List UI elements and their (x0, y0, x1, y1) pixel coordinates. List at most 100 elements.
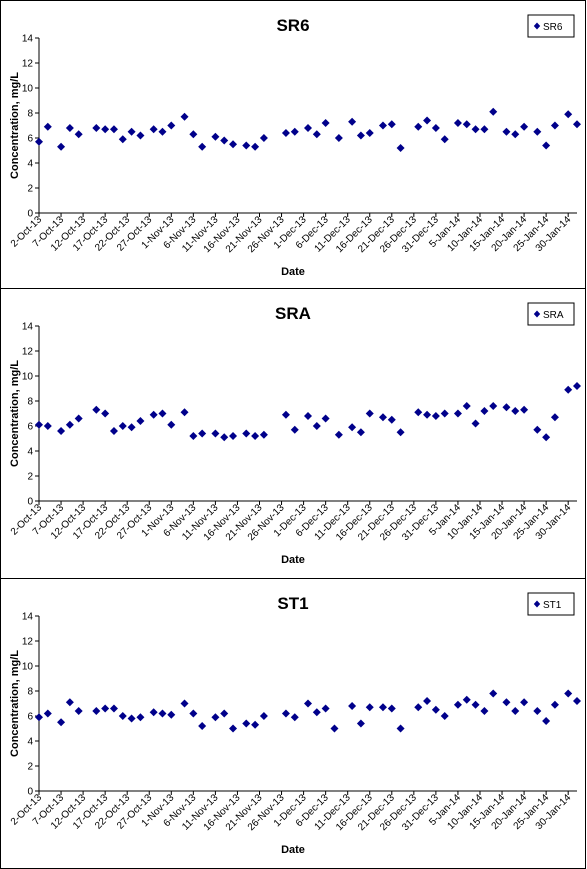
data-point (542, 717, 551, 725)
y-axis-title: Concentration, mg/L (9, 360, 21, 467)
data-point (158, 409, 167, 418)
data-point (356, 428, 365, 437)
data-point (334, 430, 343, 439)
data-point (533, 127, 542, 136)
data-point (189, 709, 198, 718)
data-point (348, 423, 357, 432)
data-point (158, 709, 167, 718)
y-tick-label: 4 (27, 447, 33, 458)
legend-box (527, 14, 575, 38)
data-point (348, 702, 357, 710)
data-point (180, 408, 189, 417)
y-tick-label: 4 (27, 737, 33, 748)
data-point (281, 410, 290, 419)
chart-panel-sra: SRA SRA 0 2 4 6 8 10 12 14 2-Oct-13 7-Oct-13 12-Oct-… (0, 288, 586, 579)
data-point (396, 428, 405, 437)
data-point (74, 130, 83, 139)
data-point (573, 382, 581, 390)
y-tick-label: 10 (22, 372, 34, 383)
data-point (57, 427, 66, 435)
data-point (387, 415, 396, 424)
data-point (167, 710, 176, 719)
data-point (57, 142, 66, 151)
y-tick-label: 6 (27, 134, 33, 145)
y-tick-label: 8 (27, 687, 33, 698)
data-point (229, 432, 238, 440)
data-point (118, 135, 127, 144)
data-point (180, 112, 189, 121)
data-point (542, 141, 551, 150)
data-point (330, 724, 339, 733)
data-point (149, 125, 158, 134)
data-point (109, 427, 118, 435)
data-point (550, 413, 559, 422)
y-tick-label: 0 (27, 209, 33, 220)
legend-box (527, 302, 575, 326)
data-point (573, 120, 581, 129)
data-point (480, 707, 489, 715)
data-point (573, 697, 581, 705)
legend-marker (533, 22, 541, 30)
data-point (489, 689, 498, 698)
legend-label: SR6 (543, 22, 563, 33)
legend-st1: ST1 (527, 592, 575, 616)
data-point (220, 136, 229, 145)
data-point (564, 689, 573, 698)
y-tick-label: 8 (27, 109, 33, 120)
data-point (312, 708, 321, 717)
data-point (396, 144, 405, 152)
y-tick-label: 6 (27, 422, 33, 433)
y-tick-label: 10 (22, 662, 34, 673)
data-point (167, 420, 176, 429)
data-point (211, 429, 220, 438)
y-tick-label: 2 (27, 472, 33, 483)
data-point (489, 107, 498, 116)
data-point (321, 704, 330, 713)
data-point (92, 124, 101, 132)
data-point (502, 127, 511, 136)
y-tick-label: 14 (22, 612, 34, 623)
legend-sra: SRA (527, 302, 575, 326)
data-point (321, 414, 330, 423)
data-point (65, 124, 74, 132)
data-point (290, 713, 299, 722)
data-point (251, 720, 260, 729)
chart-title-st1: ST1 (277, 594, 308, 613)
data-point (149, 708, 158, 717)
data-point (43, 122, 52, 131)
data-point (564, 110, 573, 119)
data-point (396, 724, 405, 733)
legend-sr6: SR6 (527, 14, 575, 38)
data-point (520, 698, 529, 707)
data-point (511, 707, 520, 715)
data-point (511, 407, 520, 415)
data-point (127, 127, 136, 136)
data-point (414, 408, 423, 417)
data-point (259, 430, 268, 439)
data-point (423, 697, 432, 705)
data-point (229, 140, 238, 149)
data-point (414, 703, 423, 712)
data-point (167, 121, 176, 130)
data-point (304, 412, 312, 420)
data-point (198, 429, 207, 438)
y-tick-label: 6 (27, 712, 33, 723)
y-tick-label: 2 (27, 762, 33, 773)
data-point (109, 704, 118, 713)
data-point (189, 432, 198, 440)
data-point (136, 131, 145, 140)
data-point (198, 142, 207, 151)
data-point (423, 116, 432, 125)
data-point (180, 699, 189, 708)
data-point (471, 419, 480, 428)
data-point (136, 417, 145, 425)
data-point (242, 429, 251, 438)
legend-box (527, 592, 575, 616)
y-tick-label: 14 (22, 34, 34, 45)
y-axis-title: Concentration, mg/L (9, 650, 21, 757)
data-point (35, 137, 43, 146)
data-point (92, 707, 101, 715)
legend-label: SRA (543, 310, 564, 321)
data-point (462, 402, 471, 410)
data-point (321, 119, 330, 127)
